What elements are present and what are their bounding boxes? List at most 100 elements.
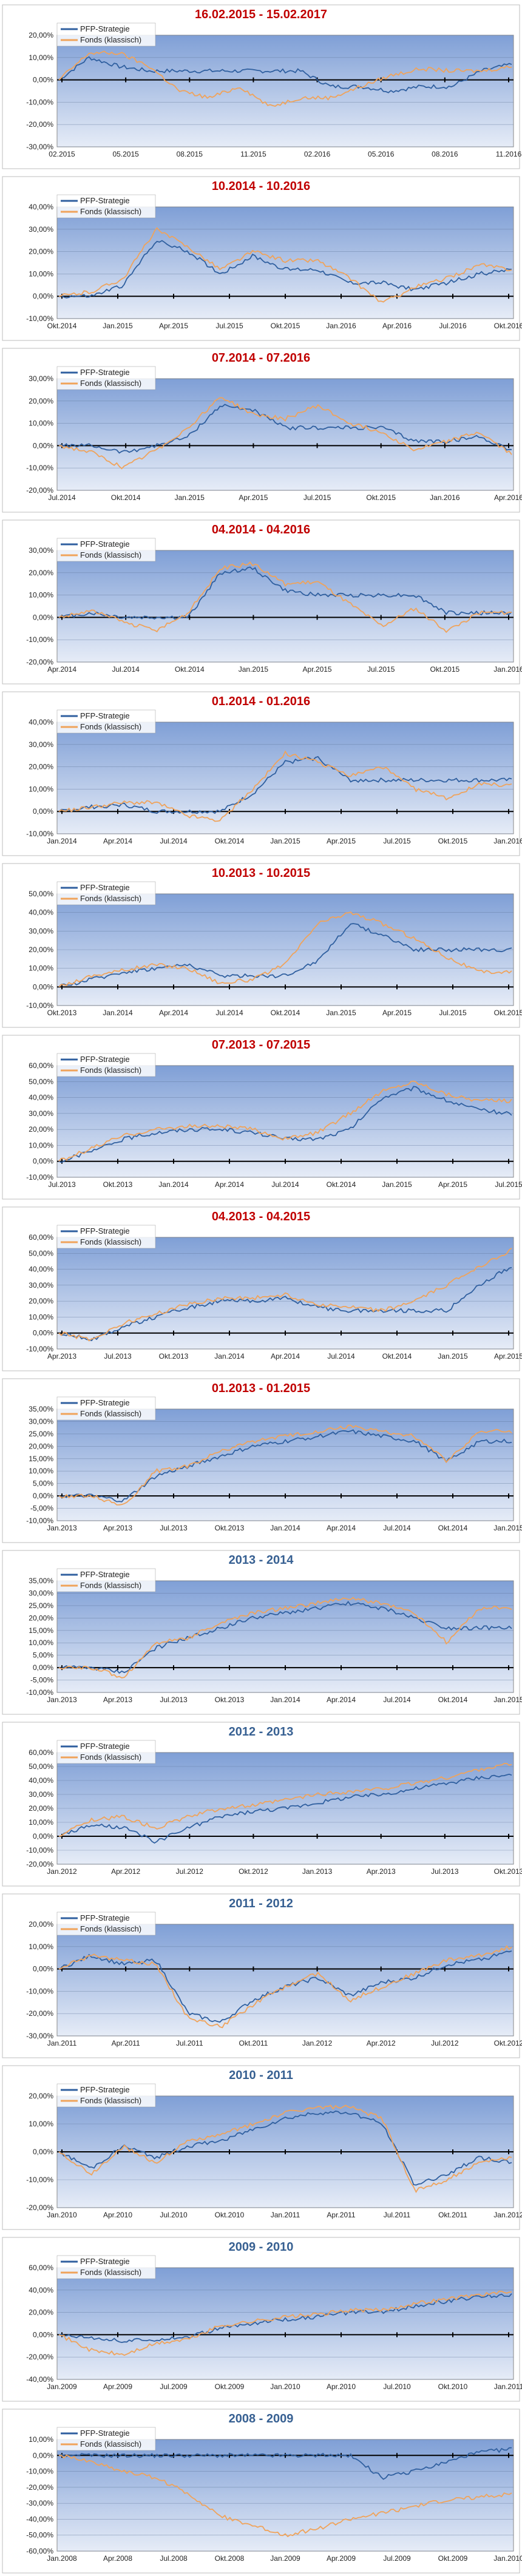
legend: PFP-Strategie Fonds (klassisch) <box>56 1740 156 1764</box>
series-line-fund <box>58 1080 512 1162</box>
plot-area <box>56 550 514 663</box>
x-tick-label: Okt.2014 <box>215 837 245 845</box>
x-tick-label: Okt.2010 <box>215 2211 245 2219</box>
x-tick-label: Jan.2014 <box>270 1695 300 1704</box>
x-tick-label: Okt.2015 <box>271 322 300 330</box>
y-tick-label: -10,00% <box>26 1345 53 1353</box>
y-tick-label: -20,00% <box>26 486 53 495</box>
legend-label-strategy: PFP-Strategie <box>80 196 130 205</box>
chart-panel: 2013 - 2014 35,00% 30,00% 25,00% 20,00% 15,00… <box>0 1546 522 1717</box>
x-tick-label: Jan.2016 <box>430 493 460 502</box>
y-tick-label: 0,00% <box>33 1965 53 1973</box>
plot-area <box>56 378 514 491</box>
legend-box <box>56 1053 156 1077</box>
x-tick-label: Jul.2015 <box>367 665 395 674</box>
y-tick-label: 10,00% <box>29 2435 53 2444</box>
x-tick-label: Apr.2014 <box>327 1524 356 1532</box>
y-tick-label: 20,00% <box>29 31 53 39</box>
x-tick-label: 08.2016 <box>432 150 458 158</box>
x-tick-label: Apr.2015 <box>494 1352 522 1361</box>
chart-panel: 2011 - 2012 20,00% 10,00% 0,00% -10,00% -20,0… <box>0 1889 522 2061</box>
x-tick-label: Okt.2009 <box>215 2382 245 2391</box>
y-tick-label: -30,00% <box>26 143 53 151</box>
legend-label-strategy: PFP-Strategie <box>80 2085 130 2094</box>
x-tick-label: Apr.2013 <box>103 1695 132 1704</box>
y-tick-label: 30,00% <box>29 546 53 555</box>
x-tick-label: Jan.2013 <box>47 1524 77 1532</box>
series-line-strategy <box>58 756 512 814</box>
chart-svg: 2008 - 2009 10,00% 0,00% -10,00% -20,00% -30,… <box>2 2409 522 2574</box>
x-tick-label: Jul.2014 <box>383 1695 411 1704</box>
x-tick-label: Okt.2014 <box>271 1009 300 1017</box>
y-tick-label: 10,00% <box>29 1313 53 1321</box>
x-tick-label: Okt.2016 <box>494 322 522 330</box>
chart-title: 2013 - 2014 <box>229 1553 294 1567</box>
x-tick-label: Okt.2014 <box>47 322 77 330</box>
y-tick-label: 30,00% <box>29 1109 53 1118</box>
chart-svg: 07.2014 - 07.2016 30,00% 20,00% 10,00% 0,00%… <box>2 348 522 513</box>
y-tick-label: 20,00% <box>29 945 53 954</box>
y-tick-label: 20,00% <box>29 1804 53 1813</box>
x-tick-label: Apr.2015 <box>303 665 332 674</box>
series-line-strategy <box>58 404 512 454</box>
legend-label-fund: Fonds (klassisch) <box>80 1066 141 1075</box>
x-tick-label: Apr.2011 <box>112 2039 140 2047</box>
chart-panel: 2010 - 2011 20,00% 10,00% 0,00% -10,00% -20,0… <box>0 2061 522 2233</box>
chart-svg: 2009 - 2010 60,00% 40,00% 20,00% 0,00% -20,00… <box>2 2237 522 2402</box>
y-tick-label: 40,00% <box>29 2286 53 2294</box>
legend-box <box>56 194 156 218</box>
x-tick-label: Apr.2008 <box>103 2554 132 2563</box>
y-tick-label: 10,00% <box>29 1942 53 1951</box>
legend: PFP-Strategie Fonds (klassisch) <box>56 22 156 47</box>
chart-svg: 04.2013 - 04.2015 60,00% 50,00% 40,00% 30,00… <box>2 1206 522 1371</box>
legend-box <box>56 709 156 734</box>
x-tick-label: 02.2015 <box>49 150 75 158</box>
legend-box <box>56 2427 156 2451</box>
x-tick-label: Jan.2009 <box>47 2382 77 2391</box>
x-tick-label: Okt.2015 <box>366 493 396 502</box>
y-tick-label: -10,00% <box>26 314 53 323</box>
legend-label-fund: Fonds (klassisch) <box>80 1924 141 1933</box>
legend-label-fund: Fonds (klassisch) <box>80 2096 141 2105</box>
chart-panel: 07.2013 - 07.2015 60,00% 50,00% 40,00% 30,00… <box>0 1030 522 1202</box>
x-tick-label: Jan.2015 <box>103 322 133 330</box>
x-tick-label: 05.2016 <box>368 150 395 158</box>
y-tick-label: 60,00% <box>29 1233 53 1242</box>
legend-label-fund: Fonds (klassisch) <box>80 894 141 903</box>
legend-label-strategy: PFP-Strategie <box>80 2429 130 2438</box>
x-tick-label: Jul.2015 <box>495 1180 522 1189</box>
x-tick-label: Apr.2013 <box>47 1352 76 1361</box>
x-tick-label: Okt.2012 <box>239 1867 268 1876</box>
x-tick-label: Okt.2014 <box>438 1695 468 1704</box>
y-tick-label: 20,00% <box>29 569 53 577</box>
x-tick-label: Apr.2016 <box>494 493 522 502</box>
chart-panel: 07.2014 - 07.2016 30,00% 20,00% 10,00% 0,00%… <box>0 343 522 515</box>
legend-label-fund: Fonds (klassisch) <box>80 550 141 559</box>
y-tick-label: 20,00% <box>29 1614 53 1622</box>
y-tick-label: -10,00% <box>26 2467 53 2476</box>
legend: PFP-Strategie Fonds (klassisch) <box>56 2083 156 2108</box>
chart-title: 2008 - 2009 <box>229 2412 294 2426</box>
x-tick-label: Jan.2010 <box>493 2554 522 2563</box>
y-tick-label: 25,00% <box>29 1430 53 1438</box>
y-tick-label: -40,00% <box>26 2375 53 2384</box>
y-tick-label: 50,00% <box>29 890 53 898</box>
x-tick-label: Okt.2012 <box>494 2039 522 2047</box>
series-line-strategy <box>58 1773 512 1844</box>
x-tick-label: Okt.2011 <box>239 2039 268 2047</box>
chart-panel: 16.02.2015 - 15.02.2017 20,00% 10,00% 0,00%… <box>0 0 522 172</box>
series-line-fund <box>58 2454 512 2538</box>
x-tick-label: Jan.2011 <box>47 2039 77 2047</box>
legend-label-fund: Fonds (klassisch) <box>80 35 141 44</box>
y-tick-label: 10,00% <box>29 1467 53 1475</box>
y-tick-label: 0,00% <box>33 76 53 84</box>
chart-svg: 16.02.2015 - 15.02.2017 20,00% 10,00% 0,00%… <box>2 4 522 169</box>
series-line-fund <box>58 1424 512 1506</box>
x-tick-label: Jan.2013 <box>302 1867 333 1876</box>
chart-panel: 10.2014 - 10.2016 40,00% 30,00% 20,00% 10,00… <box>0 172 522 343</box>
y-tick-label: -10,00% <box>26 1173 53 1182</box>
y-tick-label: -20,00% <box>26 2353 53 2361</box>
x-tick-label: Jul.2015 <box>383 837 411 845</box>
chart-svg: 2013 - 2014 35,00% 30,00% 25,00% 20,00% 15,00… <box>2 1550 522 1715</box>
x-tick-label: Okt.2014 <box>438 1524 468 1532</box>
